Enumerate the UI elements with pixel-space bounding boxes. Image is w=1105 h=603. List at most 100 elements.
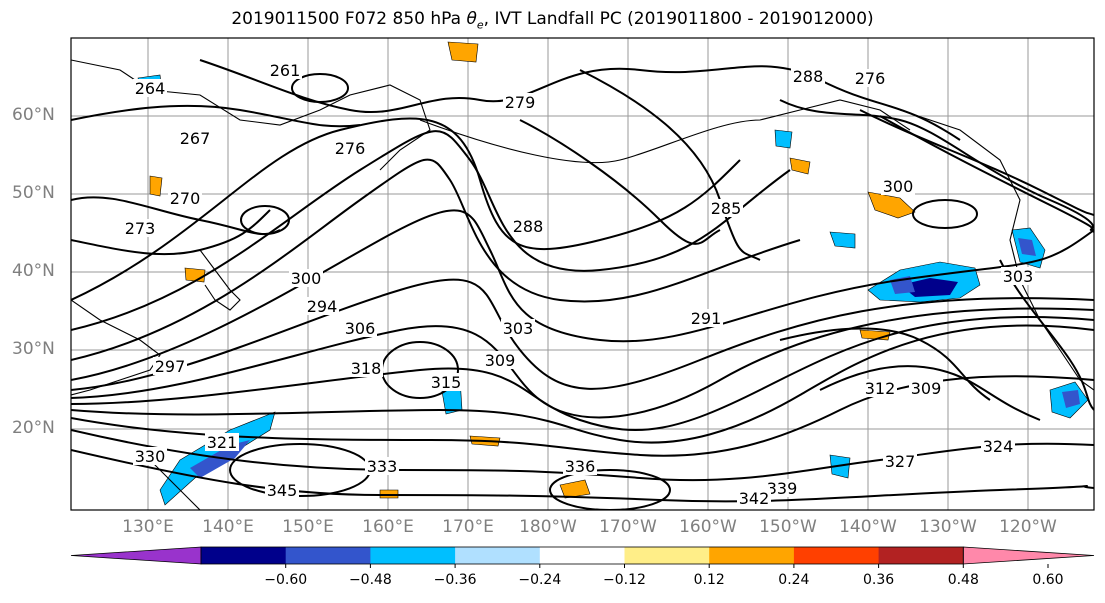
- plot-area: 261 264 267 270 273 276 279 288 300 285 288 291 294 2…: [71, 38, 1094, 510]
- shade-blob: [900, 278, 958, 297]
- colorbar-tick-label: 0.48: [947, 572, 979, 588]
- contour-value-label: 270: [170, 189, 201, 208]
- contour-line: [71, 316, 1094, 431]
- contour-label-bg: [981, 437, 1015, 455]
- colorbar-tick-label: −0.24: [518, 572, 562, 588]
- contour-value-label: 279: [505, 93, 536, 112]
- contour-label-bg: [689, 309, 723, 327]
- contour-label-bg: [305, 297, 339, 315]
- contour-label-bg: [1001, 267, 1035, 285]
- contour-loop: [291, 73, 349, 103]
- contour-value-label: 327: [885, 452, 916, 471]
- contour-value-label: 267: [180, 129, 211, 148]
- theta-e-contours: [71, 59, 1094, 510]
- contour-value-label: 309: [485, 351, 516, 370]
- coastline-japan: [199, 249, 241, 311]
- shade-blob: [149, 175, 163, 197]
- contour-value-label: 297: [155, 357, 186, 376]
- contour-loop: [549, 469, 671, 510]
- shade-blob: [867, 191, 916, 219]
- contour-value-label: 300: [291, 269, 322, 288]
- contour-label-bg: [343, 319, 377, 337]
- contour-value-label: 315: [431, 373, 462, 392]
- shade-blob: [559, 479, 591, 499]
- contour-label-bg: [123, 219, 157, 237]
- colorbar-tick-label: −0.12: [603, 572, 646, 588]
- coastline-aleutians-alaska: [419, 99, 911, 164]
- contour-label-bg: [429, 373, 463, 391]
- contour-value-label: 345: [267, 481, 298, 500]
- contour-line: [779, 327, 991, 401]
- map-frame: [70, 37, 1095, 511]
- shade-blob: [774, 129, 793, 149]
- coastline-philippines: [149, 459, 201, 510]
- shade-blob: [184, 267, 206, 283]
- contour-loop: [912, 199, 978, 229]
- colorbar-outline: [200, 546, 964, 565]
- longitude-label: 170°E: [442, 517, 494, 537]
- colorbar-tick-label: −0.48: [348, 572, 392, 588]
- longitude-label: 130°E: [122, 517, 174, 537]
- map-title: 2019011500 F072 850 hPa θe, IVT Landfall…: [231, 9, 874, 32]
- contour-label-bg: [168, 189, 202, 207]
- shade-blob: [1018, 238, 1036, 256]
- contour-value-label: 276: [855, 69, 886, 88]
- contour-value-label: 303: [1003, 267, 1034, 286]
- contour-value-label: 288: [793, 67, 824, 86]
- contour-label-bg: [349, 359, 383, 377]
- contour-label-bg: [909, 379, 943, 397]
- longitude-label: 120°W: [999, 517, 1057, 537]
- colorbar-segment: [285, 547, 371, 564]
- contour-value-label: 303: [503, 319, 534, 338]
- contour-label-bg: [881, 177, 915, 195]
- shade-blob: [379, 489, 399, 499]
- contour-line: [71, 278, 1094, 391]
- contour-line: [71, 375, 1094, 457]
- coastline-north-america: [899, 109, 1094, 391]
- contour-label-bg: [483, 351, 517, 369]
- contour-label-bg: [153, 357, 187, 375]
- latitude-label: 30°N: [12, 339, 55, 359]
- contour-value-label: 306: [345, 319, 376, 338]
- colorbar-tick-label: −0.36: [433, 572, 477, 588]
- contour-line: [71, 104, 361, 128]
- contour-value-label: 288: [513, 217, 544, 236]
- contour-label-bg: [709, 199, 743, 217]
- contour-label-bg: [737, 489, 771, 507]
- latitude-label: 60°N: [12, 105, 55, 125]
- contour-line: [71, 209, 271, 256]
- contour-label-bg: [765, 479, 799, 497]
- contour-line: [999, 259, 1094, 411]
- contour-value-label: 318: [351, 359, 382, 378]
- contour-value-label: 309: [911, 379, 942, 398]
- contour-label-bg: [205, 433, 239, 451]
- colorbar-tick-label: 0.36: [863, 572, 895, 588]
- longitude-label: 150°W: [759, 517, 817, 537]
- contour-value-label: 264: [135, 79, 166, 98]
- contour-line: [819, 365, 1041, 421]
- colorbar-tick-label: 0.60: [1032, 572, 1064, 588]
- contour-label-bg: [178, 129, 212, 147]
- contour-label-bg: [289, 269, 323, 287]
- contour-value-label: 312: [865, 379, 896, 398]
- contour-label-bg: [333, 139, 367, 157]
- latitude-label: 50°N: [12, 183, 55, 203]
- contour-value-label: 330: [135, 447, 166, 466]
- contour-line: [71, 324, 1094, 444]
- longitude-label: 140°W: [839, 517, 897, 537]
- colorbar-tick-label: 0.12: [693, 572, 725, 588]
- contour-value-label: 276: [335, 139, 366, 158]
- contour-value-label: 285: [711, 199, 742, 218]
- contour-line: [71, 158, 801, 361]
- colorbar-segment: [201, 547, 287, 564]
- contour-value-label: 336: [565, 457, 596, 476]
- contour-label-bg: [863, 379, 897, 397]
- graticule: [71, 38, 1094, 510]
- shade-blob: [447, 41, 479, 63]
- contour-label-bg: [365, 457, 399, 475]
- latitude-label: 20°N: [12, 418, 55, 438]
- contour-value-label: 342: [739, 489, 770, 508]
- longitude-label: 160°W: [679, 517, 737, 537]
- contour-label-bg: [133, 79, 167, 97]
